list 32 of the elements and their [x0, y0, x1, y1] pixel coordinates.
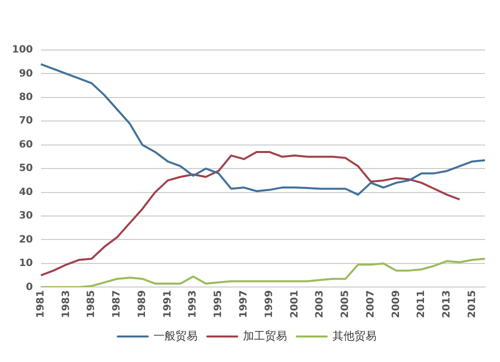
y-tick-label: 70 — [18, 116, 33, 127]
x-tick-label: 2007 — [365, 290, 376, 318]
y-tick-label: 10 — [18, 258, 33, 270]
x-tick-label: 1999 — [264, 290, 275, 318]
x-tick-label: 2009 — [390, 290, 402, 318]
x-tick-label: 1995 — [213, 290, 224, 318]
x-tick-label: 1997 — [238, 290, 250, 318]
x-tick-label: 1993 — [188, 290, 199, 318]
y-tick-label: 90 — [18, 68, 33, 80]
x-tick-label: 2003 — [314, 290, 326, 318]
y-tick-label: 80 — [18, 92, 33, 104]
x-tick-label: 1985 — [86, 290, 98, 318]
y-tick-label: 0 — [26, 282, 33, 293]
y-tick-label: 20 — [18, 234, 33, 246]
y-tick-label: 50 — [18, 163, 33, 174]
x-tick-label: 1987 — [112, 290, 123, 318]
y-tick-label: 100 — [12, 44, 33, 56]
x-tick-label: 1991 — [162, 290, 174, 318]
x-tick-label: 1983 — [60, 290, 72, 318]
y-tick-label: 30 — [18, 210, 33, 222]
legend-label: 加工贸易 — [242, 329, 287, 342]
x-tick-label: 2005 — [340, 290, 352, 318]
x-tick-label: 2015 — [466, 290, 478, 318]
x-tick-label: 1981 — [35, 290, 46, 318]
legend-label: 其他贸易 — [332, 329, 376, 342]
x-tick-label: 1989 — [136, 290, 148, 318]
x-tick-label: 2001 — [289, 290, 300, 318]
y-tick-label: 60 — [18, 139, 33, 150]
x-tick-label: 2011 — [416, 290, 428, 318]
x-tick-label: 2013 — [442, 290, 453, 318]
y-tick-label: 40 — [18, 186, 33, 198]
legend-label: 一般贸易 — [153, 329, 198, 342]
